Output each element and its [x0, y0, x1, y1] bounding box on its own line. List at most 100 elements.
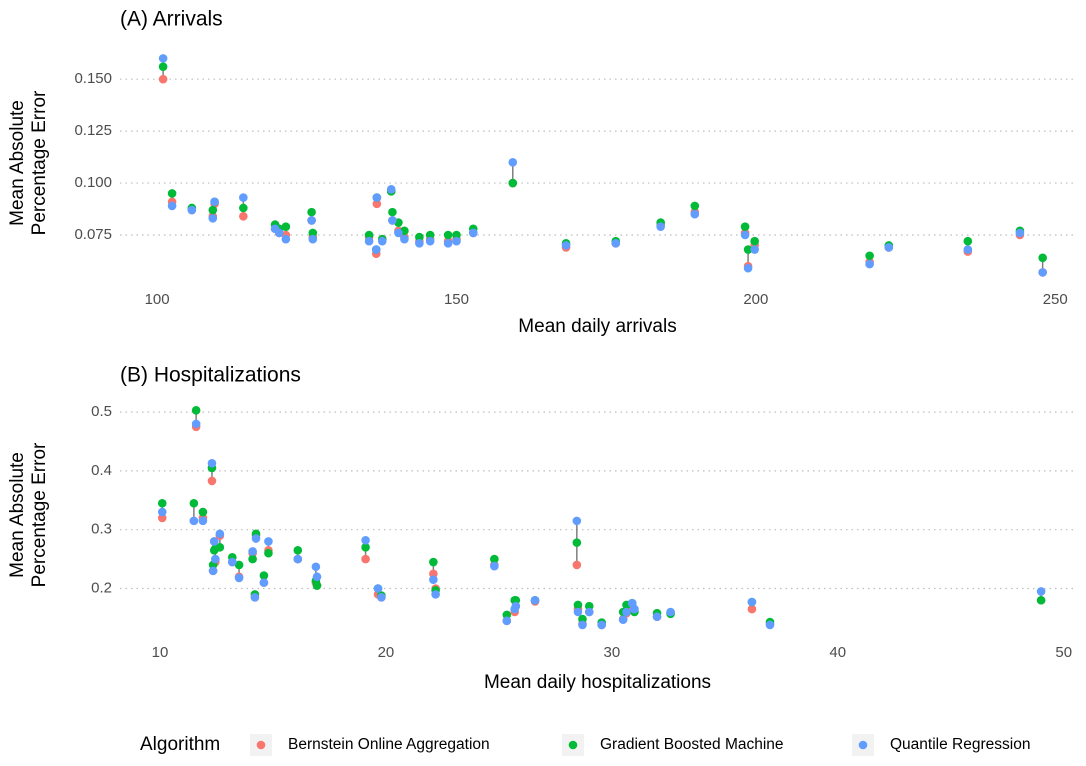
- data-point: [443, 239, 453, 248]
- data-point: [293, 545, 303, 555]
- data-point: [400, 234, 409, 244]
- data-point: [511, 595, 521, 605]
- data-point: [572, 538, 582, 547]
- data-point: [372, 193, 382, 202]
- data-point: [765, 620, 775, 630]
- data-point: [311, 562, 321, 572]
- data-point: [386, 184, 396, 194]
- data-point: [264, 548, 273, 558]
- data-point: [308, 228, 318, 238]
- x-tick-label: 20: [378, 644, 395, 661]
- data-point: [307, 207, 316, 217]
- data-point: [312, 572, 322, 582]
- data-point: [308, 234, 318, 244]
- data-point: [209, 537, 219, 546]
- data-point: [215, 543, 225, 552]
- data-point: [1015, 228, 1025, 238]
- data-point: [508, 178, 518, 188]
- legend-title: Algorithm: [140, 734, 220, 755]
- data-point: [239, 203, 248, 213]
- data-point: [259, 571, 269, 580]
- data-point: [281, 222, 291, 231]
- data-point: [157, 498, 167, 508]
- data-point: [740, 222, 750, 231]
- y-tick-label: 0.4: [91, 462, 112, 479]
- data-point: [167, 201, 177, 211]
- data-point: [371, 245, 381, 254]
- data-point: [443, 230, 453, 240]
- data-point: [189, 516, 199, 526]
- data-point: [187, 205, 197, 215]
- y-tick-label: 0.3: [91, 521, 112, 538]
- data-point: [584, 607, 594, 617]
- data-point: [578, 614, 587, 624]
- data-point: [248, 554, 257, 564]
- data-point: [239, 211, 248, 221]
- data-point: [210, 197, 219, 207]
- x-axis-label: Mean daily hospitalizations: [484, 672, 711, 693]
- data-point: [452, 230, 461, 240]
- data-point: [211, 554, 220, 564]
- data-point: [584, 601, 594, 611]
- y-tick-label: 0.2: [91, 579, 112, 596]
- y-axis-label: Mean Absolute: [7, 100, 28, 226]
- data-point: [377, 593, 386, 602]
- data-point: [530, 595, 540, 605]
- x-tick-label: 200: [743, 291, 768, 308]
- data-point: [208, 205, 218, 215]
- data-point: [361, 535, 370, 545]
- data-point: [652, 612, 662, 622]
- data-point: [747, 597, 757, 607]
- data-point: [468, 228, 478, 238]
- data-point: [189, 498, 199, 508]
- data-point: [259, 578, 269, 587]
- data-point: [561, 241, 571, 250]
- data-point: [747, 604, 757, 614]
- data-point: [281, 234, 291, 244]
- panel-title: (A) Arrivals: [120, 8, 223, 31]
- data-point: [373, 584, 383, 593]
- data-point: [452, 236, 461, 246]
- x-tick-label: 150: [444, 291, 469, 308]
- data-point: [1038, 268, 1047, 277]
- data-point: [425, 236, 435, 246]
- legend-label: Quantile Regression: [890, 736, 1030, 753]
- data-point: [750, 236, 759, 246]
- y-tick-label: 0.100: [74, 174, 112, 191]
- data-point: [293, 554, 303, 564]
- data-point: [361, 554, 370, 564]
- data-point: [274, 228, 284, 238]
- data-point: [572, 560, 582, 570]
- data-point: [431, 590, 440, 599]
- data-point: [312, 581, 322, 590]
- data-point: [158, 54, 168, 63]
- x-tick-label: 250: [1043, 291, 1068, 308]
- data-point: [656, 222, 665, 231]
- data-point: [740, 230, 750, 240]
- data-point: [502, 616, 512, 626]
- data-point: [215, 529, 225, 539]
- data-point: [963, 236, 973, 246]
- data-point: [207, 458, 217, 468]
- legend-marker: [568, 740, 578, 750]
- data-point: [388, 207, 397, 217]
- data-point: [572, 516, 582, 526]
- legend-label: Bernstein Online Aggregation: [288, 736, 490, 753]
- y-tick-label: 0.125: [74, 122, 112, 139]
- data-point: [508, 157, 518, 167]
- data-point: [573, 607, 583, 617]
- data-point: [157, 513, 167, 523]
- data-point: [597, 620, 606, 630]
- data-point: [158, 62, 168, 71]
- data-point: [361, 543, 370, 552]
- data-point: [750, 245, 759, 254]
- data-point: [502, 610, 512, 620]
- data-point: [1038, 253, 1047, 263]
- data-point: [425, 230, 435, 240]
- data-point: [415, 239, 424, 248]
- data-point: [578, 620, 587, 630]
- data-point: [234, 560, 244, 570]
- data-point: [239, 193, 248, 202]
- data-point: [307, 216, 316, 225]
